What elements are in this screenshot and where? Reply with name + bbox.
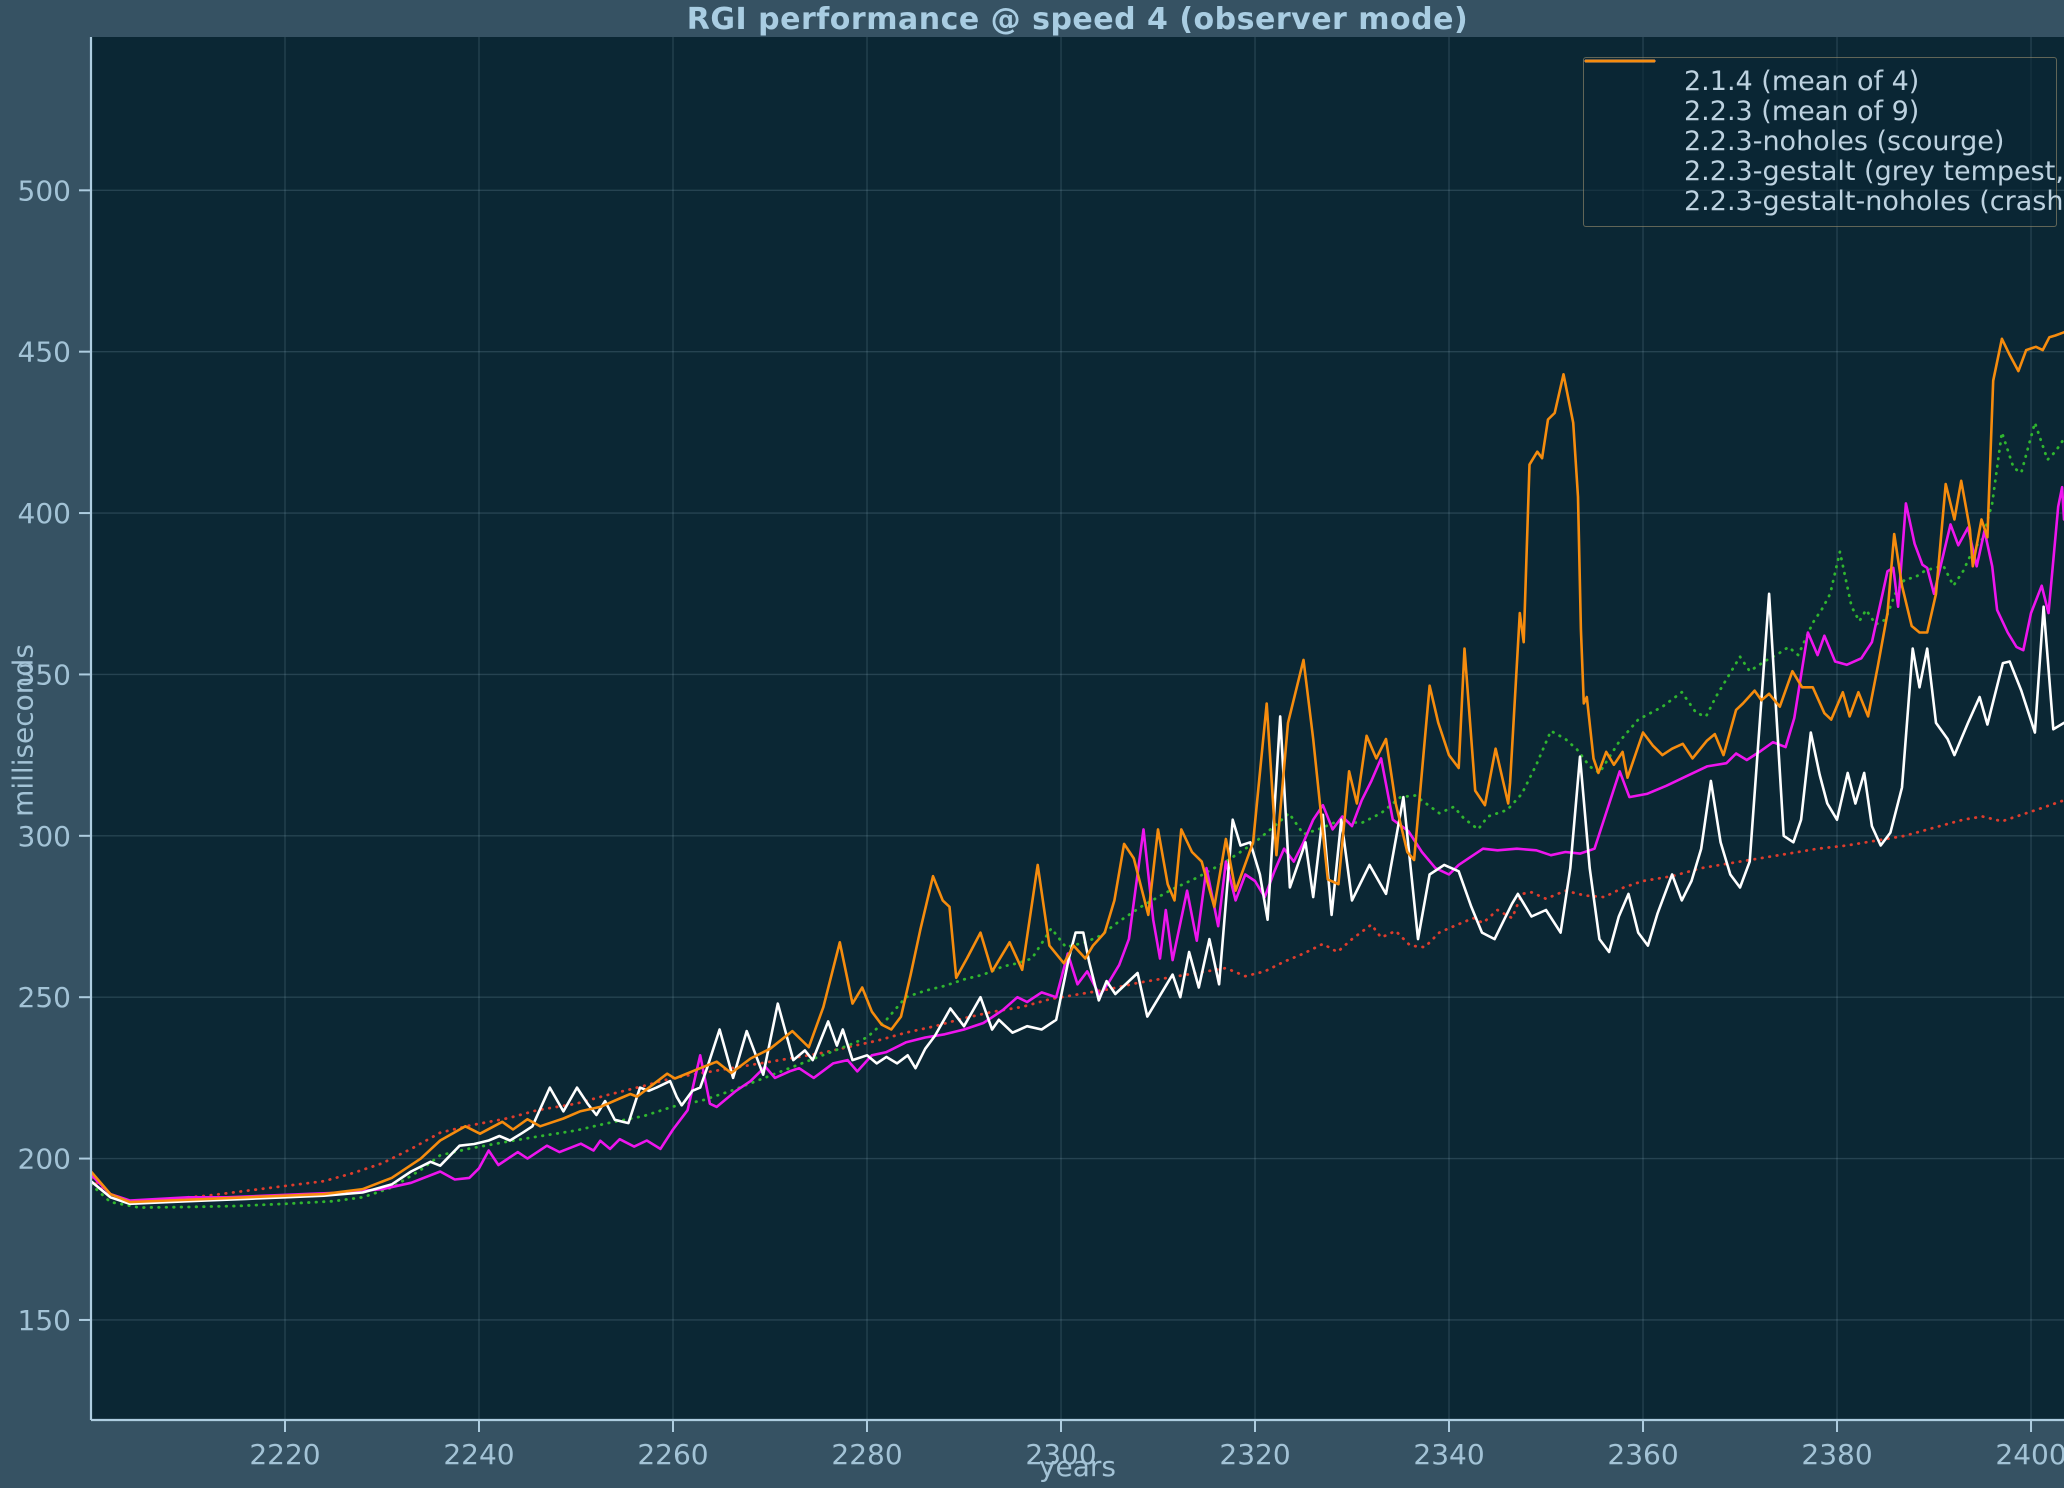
y-tick-label: 250 <box>18 981 71 1014</box>
x-tick-label: 2400 <box>1995 1438 2064 1471</box>
y-tick-label: 200 <box>18 1143 71 1176</box>
legend-line-sample <box>1584 59 1668 204</box>
x-tick-label: 2280 <box>831 1438 902 1471</box>
legend-line-sample <box>1584 59 1668 114</box>
x-tick-label: 2380 <box>1801 1438 1872 1471</box>
x-tick-label: 2360 <box>1607 1438 1678 1471</box>
legend-line-sample <box>1584 59 1668 144</box>
legend-item: 2.2.3-noholes (scourge) <box>1584 59 2042 157</box>
legend-item: 2.2.3 (mean of 9) <box>1584 59 2042 127</box>
series-line-4 <box>90 592 2064 1206</box>
legend-line-sample <box>1584 59 1668 84</box>
y-tick-label: 450 <box>18 336 71 369</box>
series-line-2 <box>90 421 2064 1209</box>
x-tick-label: 2260 <box>637 1438 708 1471</box>
chart-title: RGI performance @ speed 4 (observer mode… <box>686 2 1469 37</box>
y-tick-label: 150 <box>18 1304 71 1337</box>
x-tick-label: 2340 <box>1413 1438 1484 1471</box>
y-tick-label: 300 <box>18 820 71 853</box>
y-axis-label: milliseconds <box>6 644 40 817</box>
legend-item: 2.2.3-gestalt-noholes (crash) <box>1584 59 2064 217</box>
y-tick-label: 500 <box>18 174 71 207</box>
x-tick-label: 2300 <box>1025 1438 1096 1471</box>
series-line-5 <box>90 330 2064 1204</box>
x-tick-label: 2220 <box>249 1438 320 1471</box>
legend: 2.1.4 (mean of 4) 2.2.3 (mean of 9) 2.2.3-… <box>1583 57 2064 227</box>
x-tick-label: 2320 <box>1219 1438 1290 1471</box>
legend-label: 2.2.3-gestalt-noholes (crash) <box>1684 185 2064 217</box>
legend-label: 2.2.3 (mean of 9) <box>1684 95 1920 127</box>
legend-label: 2.2.3-gestalt (grey tempest, scourge) <box>1684 155 2064 187</box>
series-line-1 <box>90 798 2064 1204</box>
legend-label: 2.2.3-noholes (scourge) <box>1684 125 2005 157</box>
y-tick-label: 400 <box>18 497 71 530</box>
legend-label: 2.1.4 (mean of 4) <box>1684 65 1920 97</box>
legend-item: 2.2.3-gestalt (grey tempest, scourge) <box>1584 59 2064 187</box>
x-axis-label: years <box>1038 1450 1117 1483</box>
legend-item: 2.1.4 (mean of 4) <box>1584 59 2042 97</box>
y-tick-label: 350 <box>18 658 71 691</box>
series-line-3 <box>90 485 2064 1202</box>
legend-line-sample <box>1584 59 1668 174</box>
plot-area <box>91 37 2064 1420</box>
x-tick-label: 2240 <box>443 1438 514 1471</box>
